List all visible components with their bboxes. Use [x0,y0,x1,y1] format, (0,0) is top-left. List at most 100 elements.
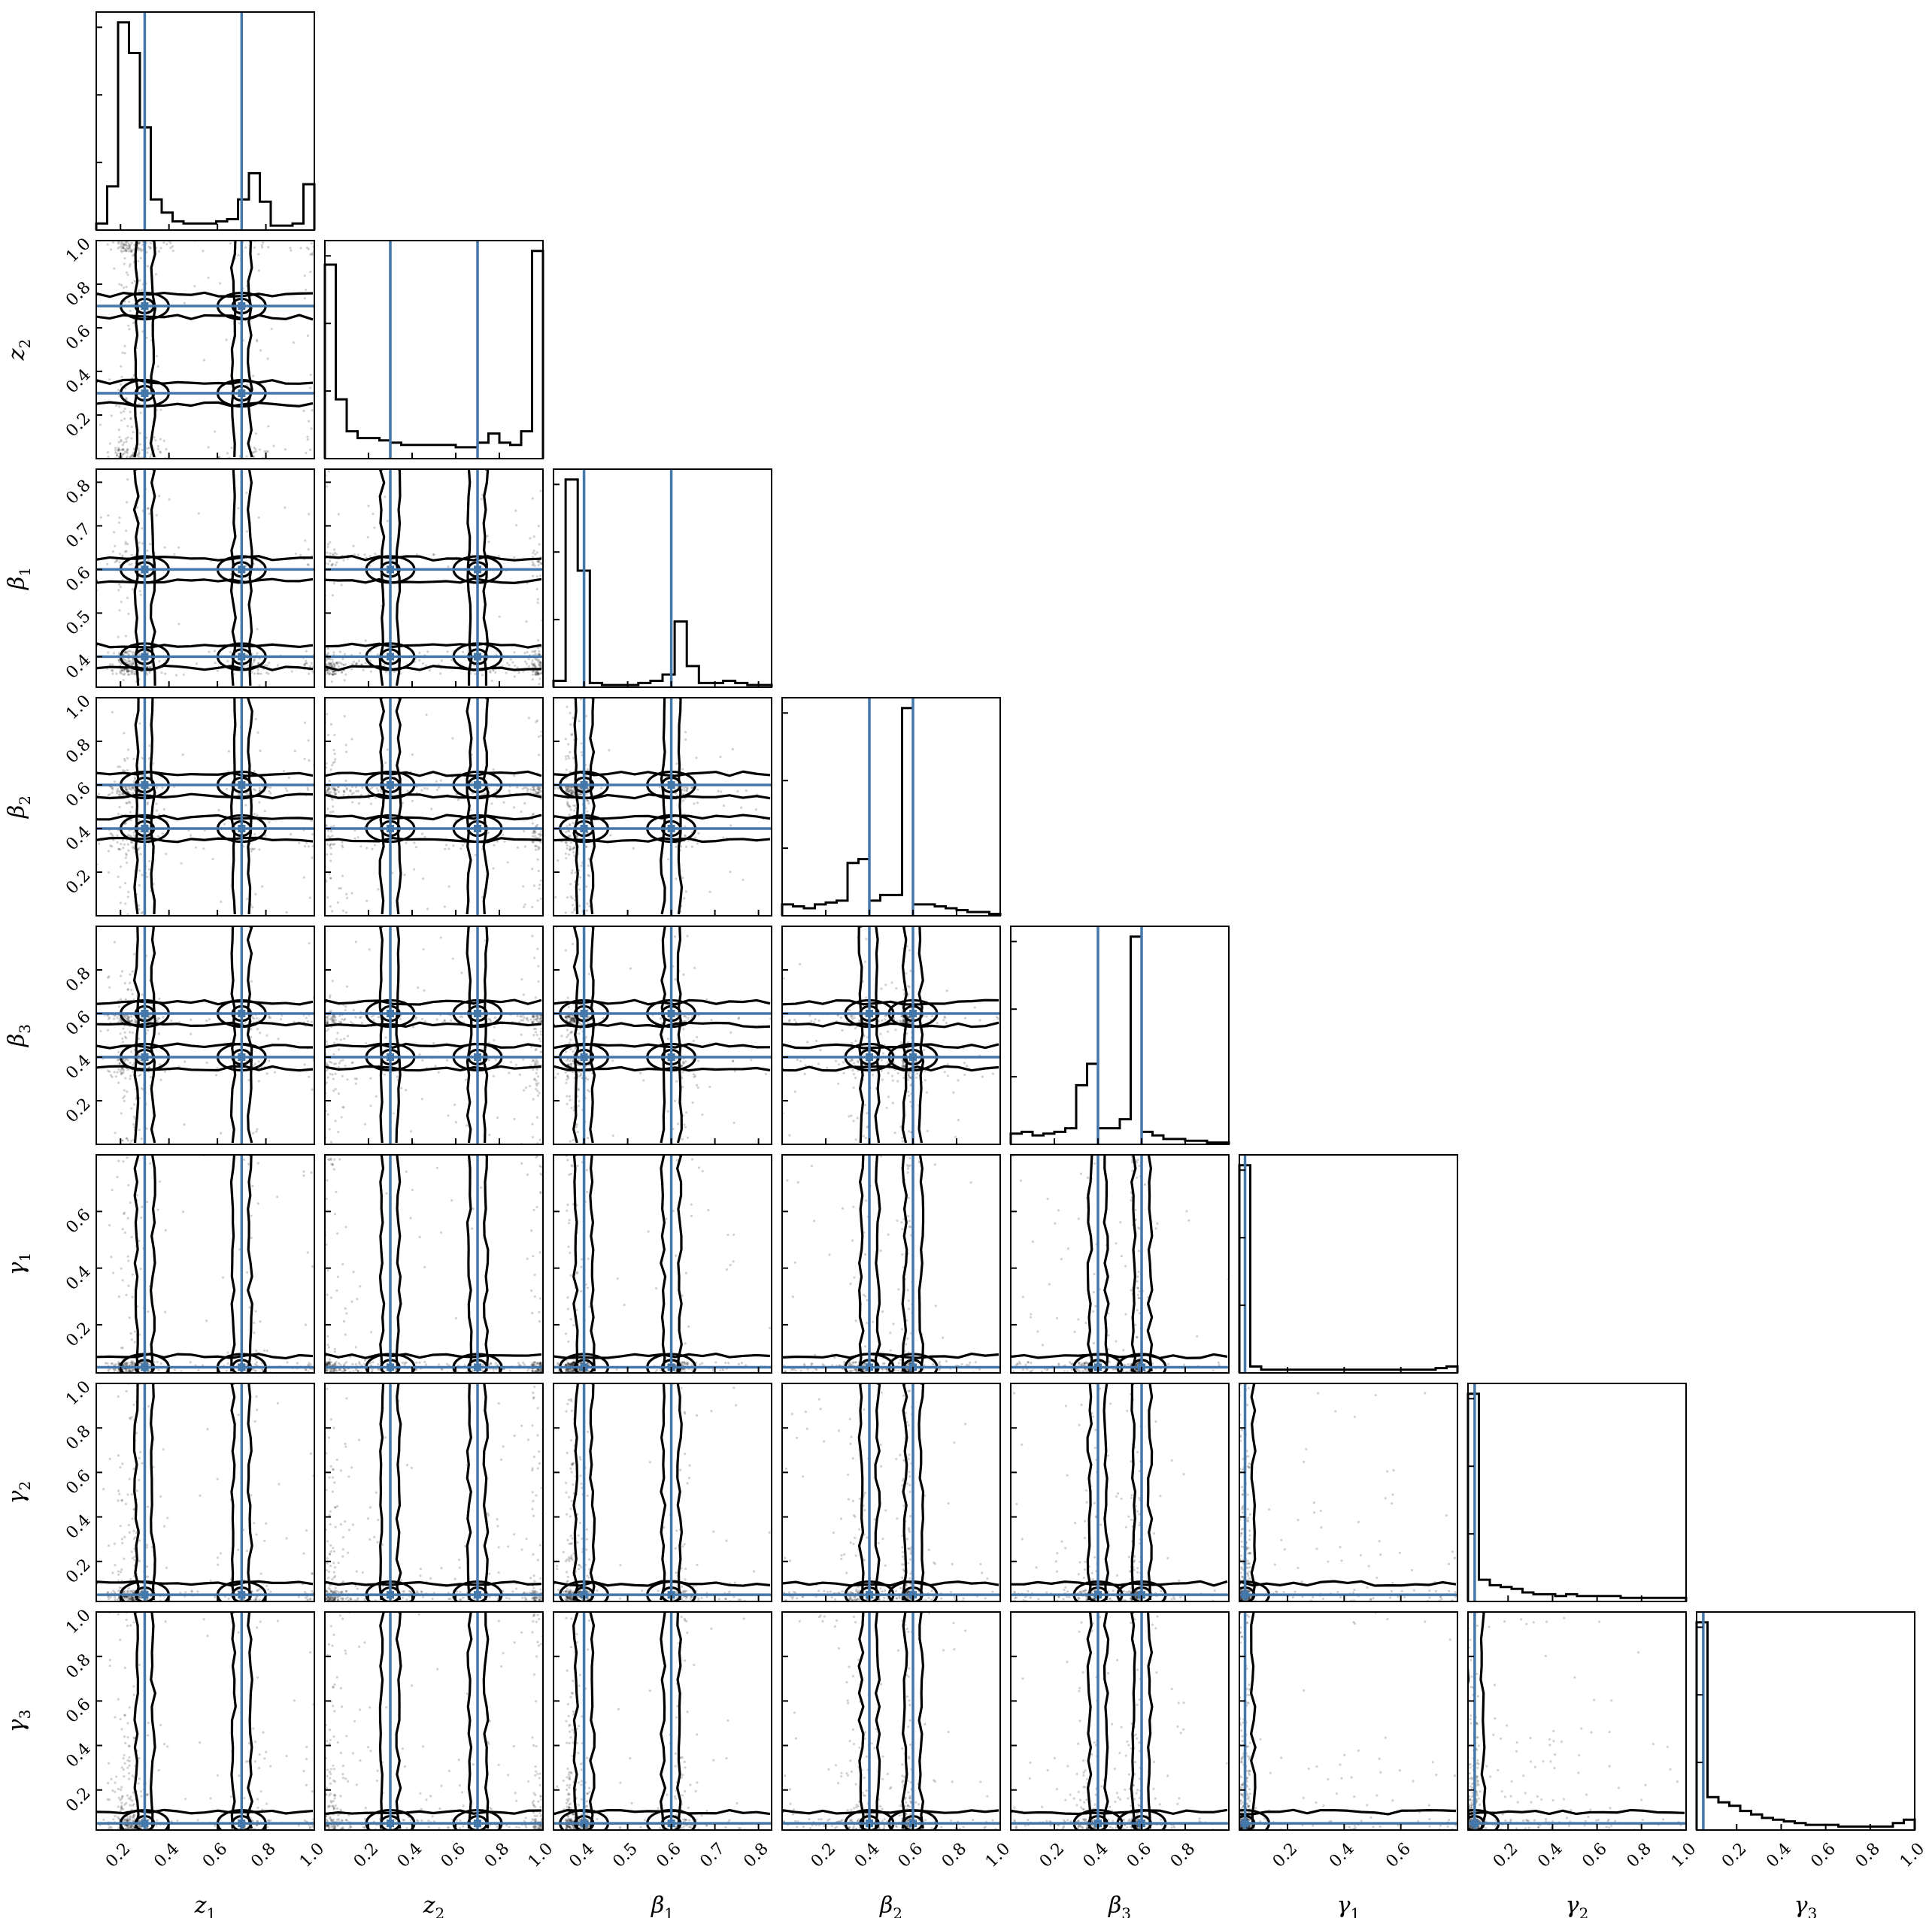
sample-point [120,244,123,247]
sample-point [306,563,309,566]
sample-point [118,805,121,809]
sample-point [307,1370,310,1373]
y-tick-label: 0.4 [62,365,94,397]
histogram-beta3 [1009,935,1230,1144]
sample-point [329,1157,332,1160]
sample-point [341,657,344,660]
sample-point [129,244,132,247]
sample-point [854,1138,857,1141]
sample-point [129,811,132,814]
sample-point [566,801,569,804]
sample-point [141,1205,144,1208]
sample-point [576,1131,579,1134]
sample-point [159,247,162,250]
sample-point [154,438,157,442]
sample-point [534,673,537,676]
sample-point [424,664,427,667]
sample-point [539,662,542,665]
sample-point [909,1077,912,1080]
sample-point [250,1035,253,1038]
y-tick-label: 0.7 [62,520,94,551]
sample-point [122,1096,125,1099]
sample-point [98,842,101,845]
y-tick-label: 0.8 [62,278,94,310]
sample-point [123,1015,126,1019]
sample-point [899,1041,902,1044]
density-contour [96,1021,314,1028]
sample-point [354,1082,357,1085]
sample-point [569,788,572,791]
sample-point [129,1061,132,1065]
sample-point [690,786,693,789]
sample-point [129,835,133,838]
sample-point [118,553,122,556]
sample-point [946,1063,949,1066]
sample-point [115,559,118,562]
sample-point [118,1062,121,1065]
sample-point [346,557,349,560]
sample-point [129,660,132,663]
sample-point [335,1369,338,1373]
sample-point [554,1076,557,1079]
sample-point [486,535,489,538]
sample-point [572,1138,575,1141]
sample-point [564,911,567,914]
sample-point [138,883,141,887]
sample-point [132,451,135,455]
sample-point [966,1064,969,1068]
sample-point [260,1368,264,1371]
truth-point [909,1053,917,1061]
sample-point [540,1369,543,1372]
density-contour [378,926,384,1144]
sample-point [978,1019,981,1022]
sample-point [342,1106,345,1109]
sample-point [255,1130,258,1133]
sample-point [242,665,245,668]
sample-point [124,250,128,253]
sample-point [256,1162,259,1165]
sample-point [540,646,543,649]
sample-point [526,788,529,791]
sample-point [332,665,335,668]
sample-point [740,806,743,809]
sample-point [125,398,128,401]
sample-point [539,489,542,492]
sample-point [250,1236,253,1240]
sample-point [135,1194,139,1197]
sample-point [329,811,332,814]
sample-point [413,868,416,871]
sample-point [253,812,256,816]
sample-point [126,670,129,673]
sample-point [113,1071,116,1074]
sample-point [459,1015,462,1018]
sample-point [534,835,537,838]
density-contour [96,401,314,408]
sample-point [848,1115,851,1118]
density-contour [133,241,140,458]
sample-point [525,786,528,789]
sample-point [216,1067,219,1070]
sample-point [360,663,363,666]
sample-point [306,438,309,441]
sample-point [123,250,126,253]
sample-point [326,1076,329,1079]
sample-point [446,650,449,653]
sample-point [924,1079,927,1082]
sample-point [344,744,347,747]
sample-point [332,843,335,846]
sample-point [340,1116,343,1119]
sample-point [887,1071,890,1074]
sample-point [537,673,540,676]
scatter-z2-beta3 [325,926,543,1144]
sample-point [537,524,540,528]
sample-point [133,776,136,779]
sample-point [350,668,353,671]
density-contour [96,642,314,649]
sample-point [145,1361,149,1364]
sample-point [367,504,370,508]
sample-point [307,247,310,250]
y-tick-label: 0.6 [62,322,94,353]
sample-point [535,1018,538,1021]
sample-point [127,673,130,676]
sample-point [332,662,335,665]
